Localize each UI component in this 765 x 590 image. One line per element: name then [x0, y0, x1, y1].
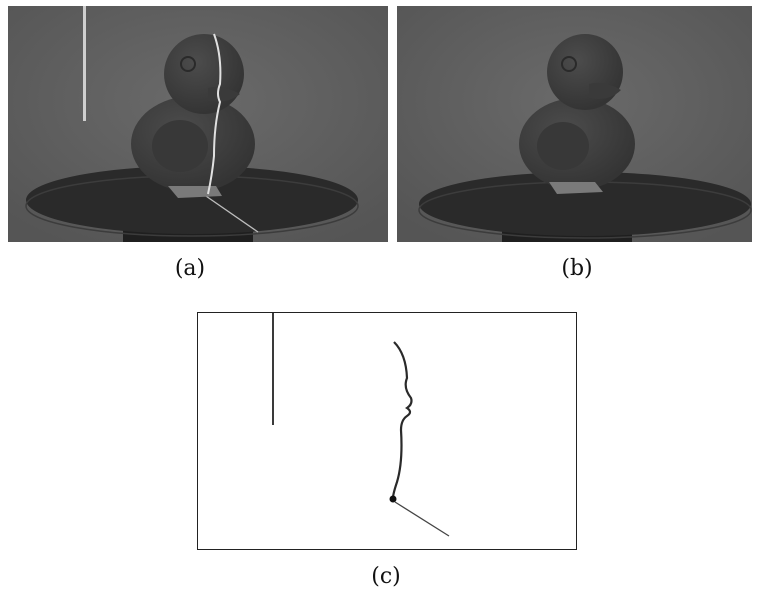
laser-stripe-on-duck: [207, 33, 222, 195]
laser-on-turntable: [394, 501, 450, 537]
turntable: [26, 166, 358, 234]
duck-eye: [180, 56, 196, 72]
duck-head: [164, 34, 244, 114]
duck-head: [547, 34, 623, 110]
laser-difference-image: [197, 312, 577, 550]
laser-vertical-line: [272, 313, 274, 425]
laser-contact-point: [389, 495, 397, 503]
laser-on-turntable: [202, 193, 259, 233]
turntable: [419, 172, 751, 236]
duck-laser-photo: [8, 6, 388, 242]
difference-frame: [197, 312, 577, 550]
panel-a-duck-with-laser: [8, 6, 388, 242]
duck-feet: [549, 182, 603, 194]
caption-b: (b): [561, 256, 593, 281]
laser-profile-curve: [391, 341, 413, 499]
duck-eye: [561, 56, 577, 72]
duck-beak: [208, 86, 240, 102]
caption-c: (c): [371, 564, 401, 589]
duck-photo: [397, 6, 752, 242]
duck-beak: [589, 82, 621, 99]
laser-vertical-line: [83, 6, 86, 121]
panel-c-difference-image: [197, 312, 577, 550]
caption-a: (a): [174, 256, 206, 281]
panel-b-duck-without-laser: [397, 6, 752, 242]
